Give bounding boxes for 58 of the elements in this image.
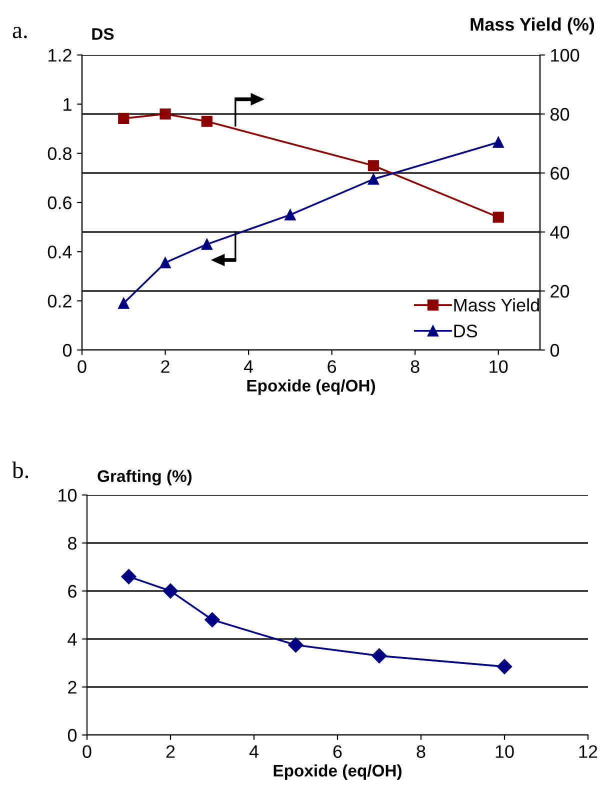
y2-tick-label: 80 (550, 108, 570, 121)
x-tick-label: 4 (249, 745, 258, 758)
y-tick-label: 8 (68, 536, 76, 550)
x-axis-title: Epoxide (eq/OH) (274, 764, 402, 780)
y2-tick-label: 100 (551, 48, 580, 62)
y-tick-label: 6 (68, 584, 76, 598)
point (121, 569, 136, 584)
y-tick-label: 1.2 (48, 48, 72, 62)
x-tick-label: 0 (78, 360, 86, 373)
x-tick-label: 8 (416, 745, 426, 758)
y-tick-label: 10 (58, 488, 77, 502)
text: b. (12, 462, 28, 478)
x-tick-label: 0 (82, 745, 92, 758)
y-tick-label: 4 (68, 633, 77, 646)
y2-axis-title: Mass Yield (%) (470, 18, 594, 34)
x-tick-label: 4 (244, 360, 254, 373)
point (162, 583, 178, 599)
y2-tick-label: 20 (550, 284, 570, 298)
x-tick-label: 10 (490, 360, 508, 373)
y-tick-label: 0 (62, 344, 72, 357)
point (284, 209, 296, 220)
y-tick-label: 0.6 (48, 196, 72, 210)
point (496, 659, 512, 674)
text: a. (12, 26, 27, 38)
legend-label: DS (454, 324, 478, 338)
point (160, 257, 171, 268)
x-axis-title: Epoxide (eq/OH) (247, 379, 375, 395)
point (372, 648, 387, 664)
point (368, 174, 380, 185)
point (288, 637, 304, 653)
y-tick-label: 0 (68, 728, 77, 742)
y-axis-title: DS (92, 28, 114, 40)
y2-tick-label: 0 (550, 344, 560, 357)
point (118, 298, 130, 309)
y-tick-label: 0.4 (48, 246, 72, 258)
y-tick-label: 2 (68, 680, 76, 694)
point (492, 212, 504, 223)
x-tick-label: 8 (410, 360, 420, 373)
point (201, 238, 212, 250)
x-tick-label: 6 (333, 745, 342, 758)
legend-label: Mass Yield (454, 298, 539, 312)
x-tick-label: 10 (496, 745, 514, 758)
point (204, 612, 220, 628)
y2-tick-label: 40 (550, 226, 570, 239)
y-tick-label: 0.2 (48, 294, 72, 308)
y-axis-title: Grafting (%) (98, 470, 192, 486)
x-tick-label: 6 (328, 360, 336, 373)
point (118, 112, 130, 124)
x-tick-label: 12 (579, 745, 598, 758)
point (368, 160, 380, 172)
point (492, 136, 504, 148)
x-tick-label: 2 (166, 745, 175, 758)
y2-tick-label: 60 (550, 166, 570, 180)
point (160, 108, 171, 120)
point (201, 116, 212, 127)
x-tick-label: 2 (161, 360, 170, 373)
y-tick-label: 0.8 (48, 147, 72, 160)
y-tick-label: 1 (64, 98, 72, 111)
